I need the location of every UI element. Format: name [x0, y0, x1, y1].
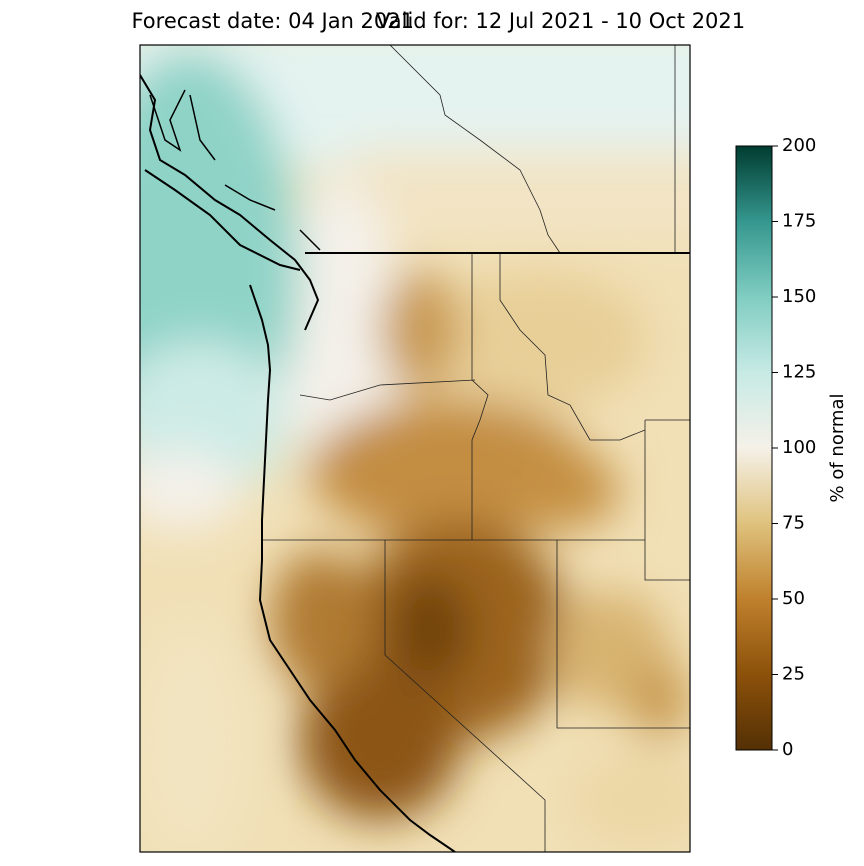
colorbar-scale [735, 145, 773, 751]
map [140, 45, 690, 852]
colorbar: 0 25 50 75 100 125 150 175 200 [735, 135, 816, 760]
colorbar-tick-label: 100 [782, 437, 816, 458]
colorbar-tick-label: 175 [782, 211, 816, 232]
colorbar-tick-label: 0 [782, 739, 793, 760]
colorbar-label: % of normal [827, 394, 848, 503]
colorbar-tick-label: 150 [782, 286, 816, 307]
map-frame [139, 44, 691, 853]
valid-period: Valid for: 12 Jul 2021 - 10 Oct 2021 [376, 9, 745, 33]
colorbar-tick-label: 200 [782, 135, 816, 156]
colorbar-tick-label: 25 [782, 664, 805, 685]
forecast-date: Forecast date: 04 Jan 2021 [131, 9, 414, 33]
colorbar-tick-label: 125 [782, 362, 816, 383]
colorbar-tick-label: 75 [782, 513, 805, 534]
colorbar-tick-label: 50 [782, 588, 805, 609]
